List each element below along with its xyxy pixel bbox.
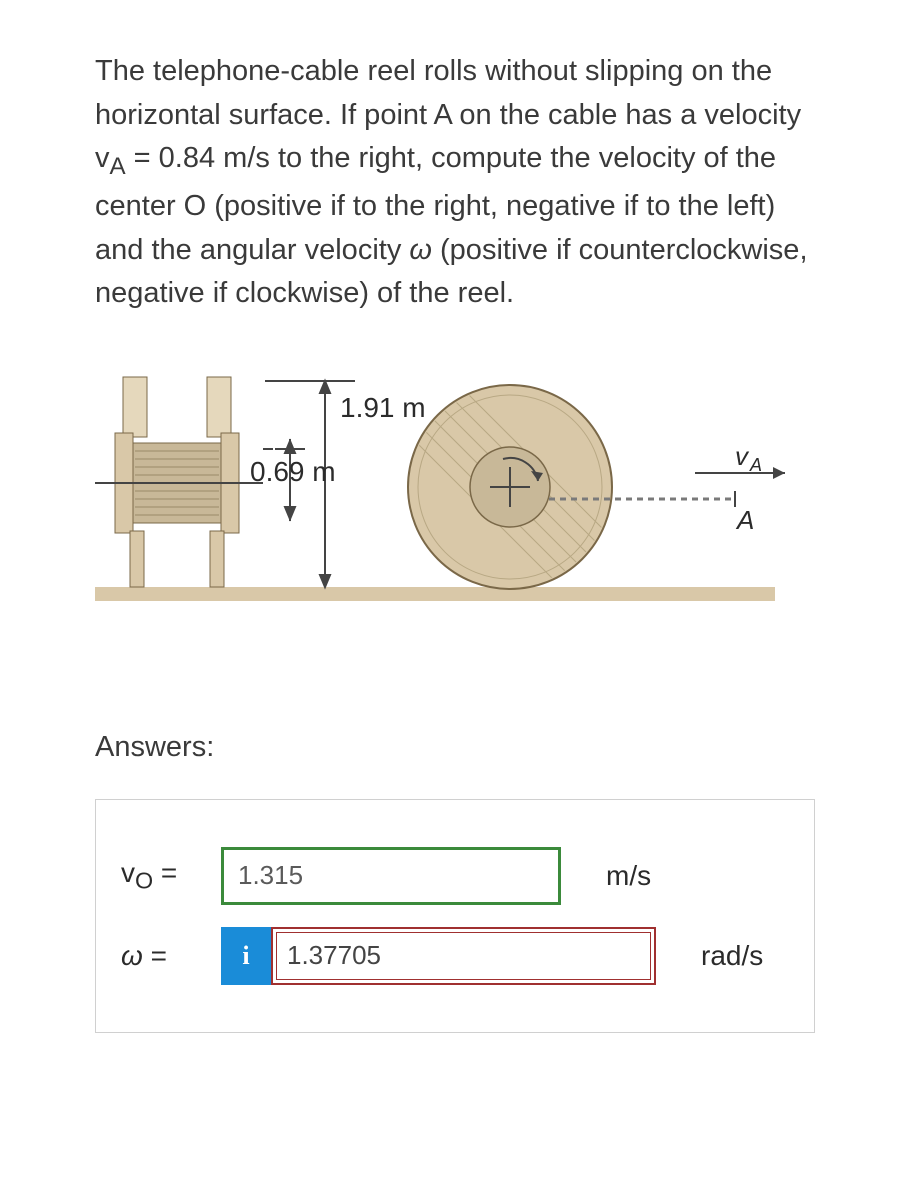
inner-radius-label: 0.69 m [250, 456, 336, 487]
problem-sub-1: A [110, 153, 126, 180]
reel-diagram: 1.91 m 0.69 m [95, 361, 815, 641]
outer-radius-label: 1.91 m [340, 392, 426, 423]
answers-container: vO = m/s ω = i rad/s [95, 799, 815, 1033]
vo-label-v: v [121, 857, 135, 888]
answers-heading: Answers: [95, 731, 815, 764]
omega-unit: rad/s [701, 940, 763, 972]
omega-label: ω = [121, 940, 201, 972]
omega-input[interactable] [271, 927, 656, 985]
ground-surface [95, 587, 775, 601]
vo-label-eq: = [153, 857, 177, 888]
velocity-sub: A [749, 455, 762, 475]
velocity-v: v [735, 441, 750, 471]
vo-unit: m/s [606, 860, 651, 892]
reel-side-view [95, 377, 263, 587]
problem-statement: The telephone-cable reel rolls without s… [95, 50, 815, 316]
answer-row-omega: ω = i rad/s [121, 927, 789, 985]
point-a-label: A [735, 505, 754, 535]
answer-row-vo: vO = m/s [121, 847, 789, 905]
omega-input-group: i [221, 927, 656, 985]
vo-label-sub: O [135, 867, 153, 893]
vo-input[interactable] [221, 847, 561, 905]
info-icon[interactable]: i [221, 927, 271, 985]
omega-label-eq: = [143, 940, 167, 971]
omega-label-sym: ω [121, 940, 143, 971]
vo-label: vO = [121, 857, 201, 895]
omega-symbol: ω [409, 234, 432, 266]
